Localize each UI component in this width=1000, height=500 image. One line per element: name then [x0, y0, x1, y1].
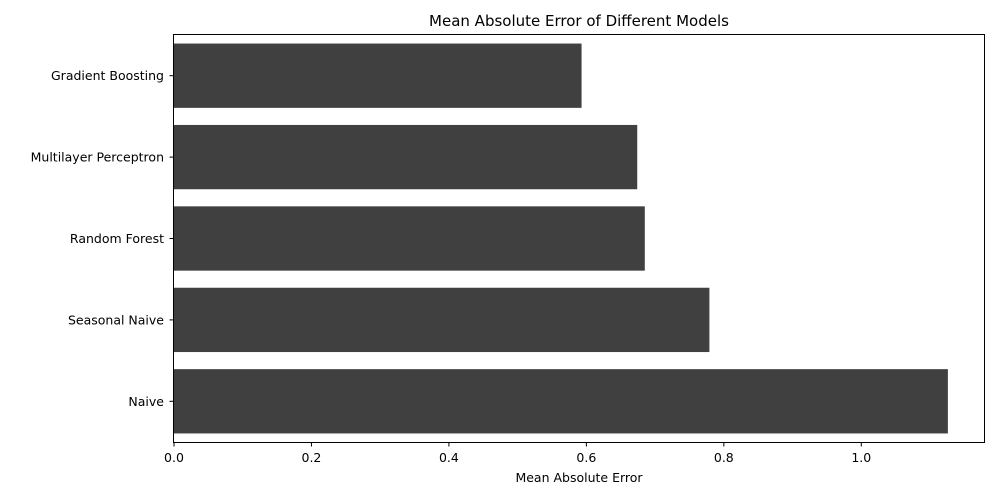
ticks-layer: Gradient Boosting Multilayer Perceptron Ra…	[31, 68, 872, 465]
bar-random-forest	[174, 206, 645, 271]
x-tick-label: 0.6	[576, 450, 596, 465]
bar-seasonal-naive	[174, 287, 710, 353]
plot-frame	[173, 34, 985, 443]
y-tick-label: Gradient Boosting	[51, 68, 164, 83]
bars-layer	[174, 43, 948, 434]
x-tick-label: 0.0	[164, 450, 184, 465]
x-tick-label: 0.4	[439, 450, 459, 465]
y-tick-label: Random Forest	[70, 231, 164, 246]
bar-naive	[174, 369, 948, 434]
x-tick-label: 1.0	[851, 450, 871, 465]
y-tick-label: Seasonal Naive	[68, 312, 164, 327]
x-axis-label: Mean Absolute Error	[515, 470, 643, 485]
x-tick-label: 0.2	[302, 450, 322, 465]
chart-title: Mean Absolute Error of Different Models	[429, 12, 729, 30]
bar-gradient-boosting	[174, 43, 582, 108]
bar-multilayer-perceptron	[174, 124, 638, 190]
y-tick-label: Multilayer Perceptron	[31, 150, 164, 165]
x-tick-label: 0.8	[714, 450, 734, 465]
y-tick-label: Naive	[128, 394, 164, 409]
